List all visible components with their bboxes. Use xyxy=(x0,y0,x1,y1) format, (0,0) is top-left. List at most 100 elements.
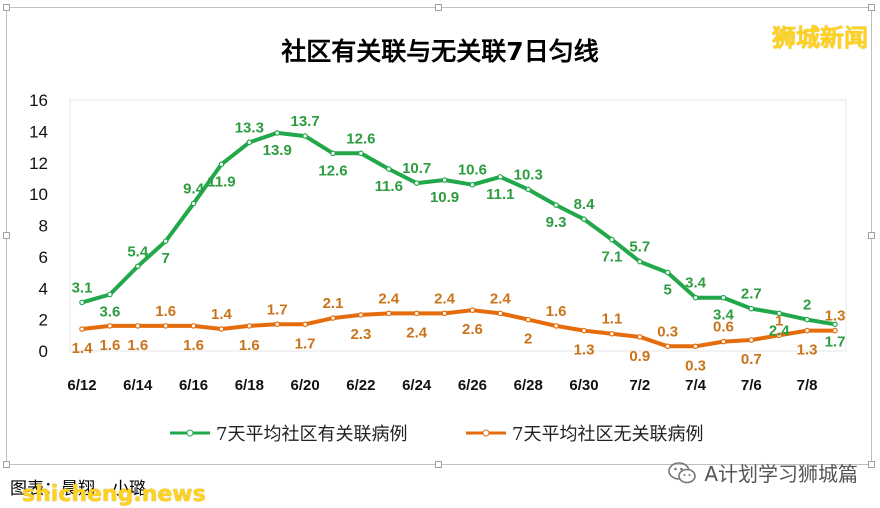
series-1-label-24: 0.7 xyxy=(741,351,762,368)
series-1-point-1 xyxy=(107,323,113,329)
series-0-label-26: 2 xyxy=(803,297,811,314)
series-1-label-16: 2 xyxy=(524,331,532,348)
legend-label-unlinked: 7天平均社区无关联病例 xyxy=(512,424,703,445)
series-0-point-16 xyxy=(525,186,532,193)
resize-handle[interactable] xyxy=(3,4,10,11)
series-0-point-7 xyxy=(274,130,281,136)
resize-handle[interactable] xyxy=(3,461,10,468)
series-0-point-10 xyxy=(358,150,364,157)
x-tick-label-5: 6/22 xyxy=(346,377,375,394)
series-1-point-11 xyxy=(385,310,392,317)
series-1-point-16 xyxy=(525,316,532,323)
y-tick-label-3: 6 xyxy=(39,248,48,267)
x-tick-label-1: 6/14 xyxy=(123,377,153,394)
watermark-logo: 狮城新闻 xyxy=(772,24,868,52)
series-1-label-14: 2.6 xyxy=(462,321,483,338)
series-0-point-5 xyxy=(218,161,225,168)
series-0-label-7: 13.9 xyxy=(263,142,292,159)
series-0-point-14 xyxy=(469,181,476,188)
series-0-label-2: 5.4 xyxy=(127,243,149,260)
series-1-point-20 xyxy=(636,334,643,340)
series-0-label-24: 2.7 xyxy=(741,286,762,303)
x-tick-label-6: 6/24 xyxy=(402,377,432,394)
series-1-label-3: 1.6 xyxy=(155,303,176,320)
wechat-account[interactable]: A计划学习狮城篇 xyxy=(668,458,858,487)
series-1-label-26: 1.3 xyxy=(797,342,818,359)
chart-frame xyxy=(6,7,872,465)
series-1-point-9 xyxy=(330,315,336,321)
series-0-label-21: 5 xyxy=(663,282,671,299)
series-1-label-10: 2.3 xyxy=(350,326,371,343)
y-tick-label-6: 12 xyxy=(29,154,48,173)
x-tick-label-13: 7/8 xyxy=(797,377,818,394)
series-0-label-1: 3.6 xyxy=(99,304,120,321)
series-1-label-9: 2.1 xyxy=(323,295,344,312)
series-0-label-3: 7 xyxy=(161,250,169,267)
series-1-point-7 xyxy=(274,321,281,328)
series-0-point-25 xyxy=(776,310,783,317)
series-0-label-14: 10.6 xyxy=(458,162,487,179)
series-0-label-0: 3.1 xyxy=(72,279,93,296)
chart-credit: 图表：晨翔、小璐 xyxy=(10,479,146,499)
x-tick-label-2: 6/16 xyxy=(179,377,208,394)
resize-handle[interactable] xyxy=(3,232,10,239)
series-1-point-0 xyxy=(79,326,85,332)
series-0-point-13 xyxy=(441,177,448,183)
x-tick-label-9: 6/30 xyxy=(569,377,598,394)
series-1-label-8: 1.7 xyxy=(295,335,316,352)
series-0-point-18 xyxy=(581,216,587,223)
resize-handle[interactable] xyxy=(868,4,875,11)
wechat-account-name: A计划学习狮城篇 xyxy=(704,462,858,486)
series-line-0 xyxy=(81,130,836,327)
series-1-point-23 xyxy=(720,338,727,345)
series-1-point-19 xyxy=(609,330,615,337)
series-1-point-4 xyxy=(190,323,197,329)
series-0-label-12: 10.7 xyxy=(402,160,431,177)
y-tick-label-7: 14 xyxy=(29,122,48,141)
y-tick-label-4: 8 xyxy=(39,217,48,236)
series-0-label-18: 8.4 xyxy=(574,196,596,213)
resize-handle[interactable] xyxy=(868,232,875,239)
series-1-label-7: 1.7 xyxy=(267,301,288,318)
series-0-point-1 xyxy=(107,291,113,298)
resize-handle[interactable] xyxy=(435,4,442,11)
series-line-1 xyxy=(81,308,835,349)
series-1-point-5 xyxy=(218,326,225,332)
series-0-label-6: 13.3 xyxy=(235,119,264,136)
series-0-label-9: 12.6 xyxy=(318,162,347,179)
series-1-label-13: 2.4 xyxy=(434,290,456,307)
x-tick-label-8: 6/28 xyxy=(514,377,543,394)
series-1-point-6 xyxy=(246,323,253,329)
series-1-label-5: 1.4 xyxy=(211,306,233,323)
series-0-label-16: 10.3 xyxy=(514,166,543,183)
series-1-label-11: 2.4 xyxy=(378,290,400,307)
x-tick-label-3: 6/18 xyxy=(235,377,264,394)
chart-title: 社区有关联与无关联7日匀线 xyxy=(281,37,599,66)
series-1-point-14 xyxy=(469,307,476,314)
x-axis: 6/12 6/14 6/16 6/18 6/20 6/22 6/24 6/26 6/28 6/30… xyxy=(67,377,817,394)
y-tick-label-0: 0 xyxy=(39,342,48,361)
series-0-label-11: 11.6 xyxy=(375,178,403,195)
y-tick-label-5: 10 xyxy=(29,185,48,204)
series-0-point-3 xyxy=(162,238,169,244)
series-1-label-1: 1.6 xyxy=(99,337,120,354)
series-0-point-17 xyxy=(553,202,559,208)
series-1-label-4: 1.6 xyxy=(183,337,204,354)
series-0-label-17: 9.3 xyxy=(546,214,567,231)
resize-handle[interactable] xyxy=(868,461,875,468)
resize-handle[interactable] xyxy=(435,461,442,468)
series-0-point-24 xyxy=(748,305,755,312)
series-1-point-2 xyxy=(134,323,141,329)
series-layer xyxy=(79,130,838,350)
series-0-label-27: 1.7 xyxy=(825,333,846,350)
data-labels: 3.13.65.4 79.4 11.913.313.913.712.612.611.… xyxy=(72,113,846,374)
series-0-point-9 xyxy=(330,150,336,157)
series-1-point-22 xyxy=(692,343,699,350)
series-1-point-13 xyxy=(441,310,448,317)
series-1-point-27 xyxy=(832,327,838,334)
x-tick-label-7: 6/26 xyxy=(458,377,487,394)
series-0-label-4: 9.4 xyxy=(183,181,205,198)
series-1-point-3 xyxy=(162,323,169,329)
